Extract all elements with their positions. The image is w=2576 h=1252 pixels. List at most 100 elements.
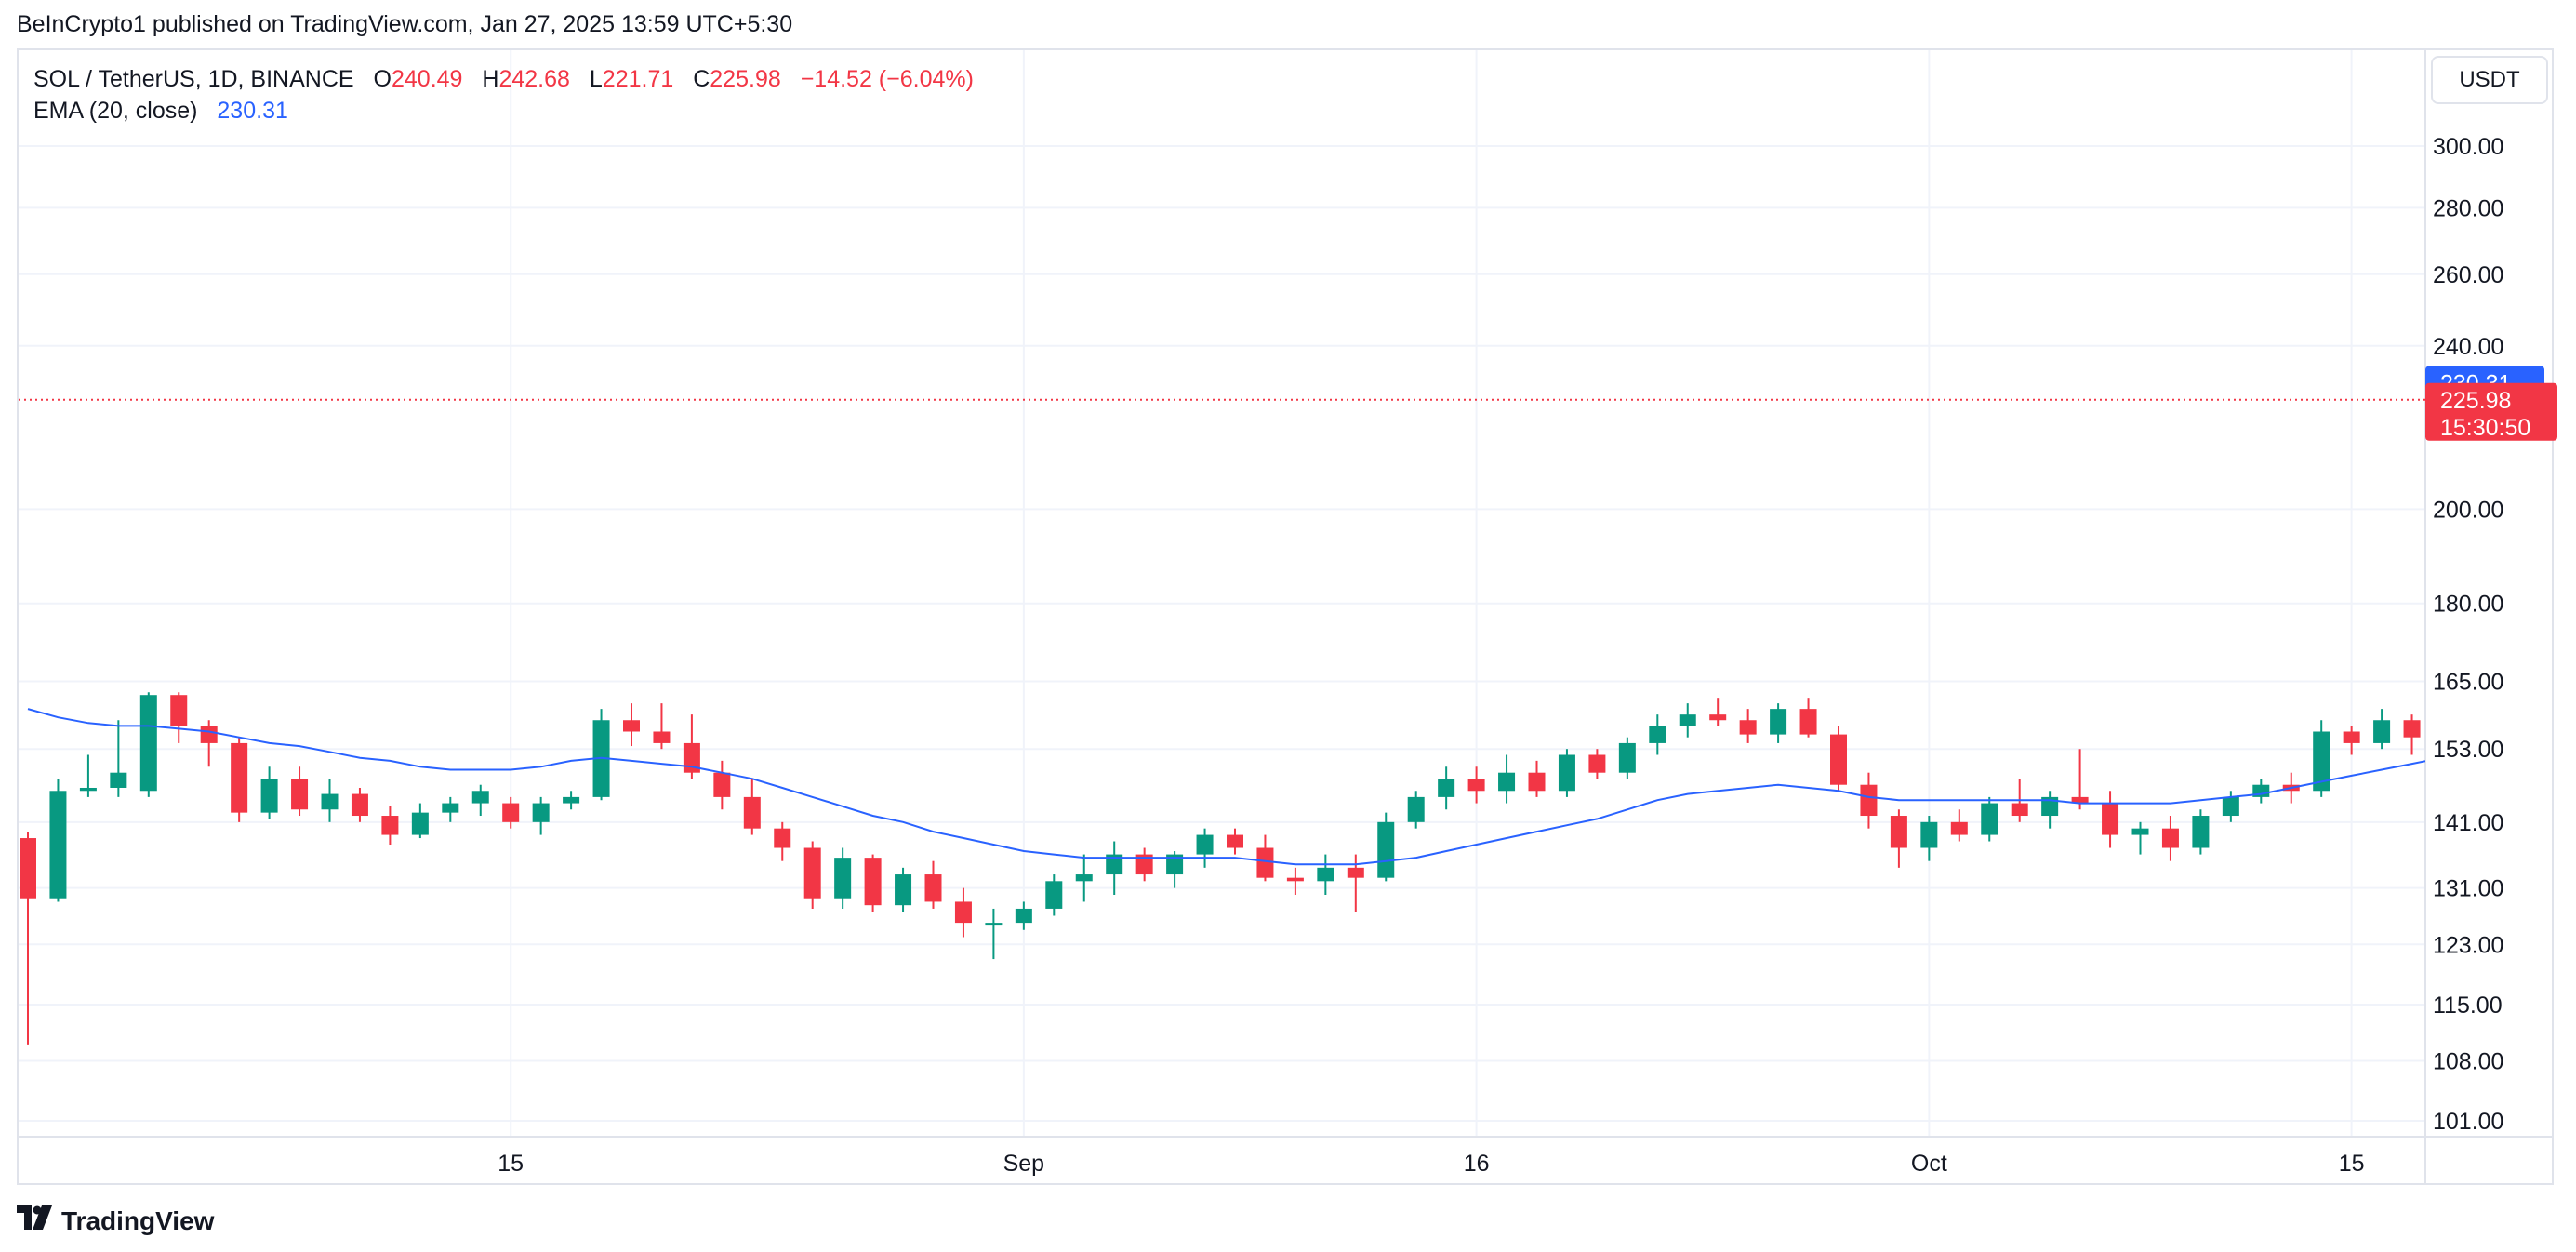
candle[interactable] xyxy=(1739,709,1757,743)
candle[interactable] xyxy=(2161,816,2179,861)
candle[interactable] xyxy=(2131,821,2149,855)
candle[interactable] xyxy=(774,821,791,861)
candle-body xyxy=(1377,821,1395,878)
candle-body xyxy=(2102,803,2119,835)
candle[interactable] xyxy=(1498,754,1516,804)
candle[interactable] xyxy=(1618,737,1636,779)
candle[interactable] xyxy=(321,779,339,822)
candle[interactable] xyxy=(110,720,127,797)
candle[interactable] xyxy=(2403,714,2421,755)
symbol-label[interactable]: SOL / TetherUS, 1D, BINANCE xyxy=(33,66,354,92)
candle[interactable] xyxy=(49,779,67,902)
candle[interactable] xyxy=(1075,854,1093,902)
candle[interactable] xyxy=(1558,749,1575,797)
candle[interactable] xyxy=(1649,714,1666,755)
candle[interactable] xyxy=(1166,851,1184,888)
candle[interactable] xyxy=(260,766,278,819)
candle[interactable] xyxy=(1830,726,1847,792)
candle[interactable] xyxy=(924,860,942,909)
candle[interactable] xyxy=(2192,809,2210,855)
candle[interactable] xyxy=(20,832,36,1045)
publisher-caption: BeInCrypto1 published on TradingView.com… xyxy=(17,11,793,37)
low-label: L xyxy=(589,66,603,92)
candle[interactable] xyxy=(231,737,248,822)
candle[interactable] xyxy=(200,720,218,767)
candle[interactable] xyxy=(1106,841,1123,896)
candle[interactable] xyxy=(954,887,972,938)
ema-legend-row[interactable]: EMA (20, close) 230.31 xyxy=(33,95,974,127)
candle[interactable] xyxy=(895,867,912,912)
open-value: 240.49 xyxy=(391,66,463,92)
candle[interactable] xyxy=(1679,703,1696,738)
candle-body xyxy=(351,793,368,817)
candle[interactable] xyxy=(532,796,550,835)
candle[interactable] xyxy=(803,841,821,909)
candle[interactable] xyxy=(1860,772,1878,829)
candle[interactable] xyxy=(834,847,852,909)
candle[interactable] xyxy=(563,791,580,810)
candle[interactable] xyxy=(864,854,882,912)
candle[interactable] xyxy=(1920,816,1938,861)
candle[interactable] xyxy=(2343,726,2360,755)
candle[interactable] xyxy=(1045,874,1063,916)
candle[interactable] xyxy=(2222,791,2239,822)
candle-body xyxy=(2313,731,2330,792)
candle[interactable] xyxy=(471,784,489,817)
candle-body xyxy=(2222,796,2239,817)
candle[interactable] xyxy=(1890,809,1907,868)
candle-body xyxy=(1649,726,1666,743)
candle[interactable] xyxy=(351,787,368,822)
candle[interactable] xyxy=(1770,703,1787,743)
candle[interactable] xyxy=(411,803,429,839)
currency-button[interactable]: USDT xyxy=(2431,56,2548,104)
candle[interactable] xyxy=(2041,791,2059,829)
candle[interactable] xyxy=(1407,791,1425,829)
candle[interactable] xyxy=(2524,676,2541,721)
candle[interactable] xyxy=(1196,828,1214,868)
candle[interactable] xyxy=(291,766,309,817)
candle[interactable] xyxy=(592,709,610,801)
candle[interactable] xyxy=(985,908,1003,960)
candle[interactable] xyxy=(1135,847,1153,882)
candle[interactable] xyxy=(1286,867,1304,896)
candle[interactable] xyxy=(1950,809,1968,842)
candle[interactable] xyxy=(2252,779,2270,804)
candle[interactable] xyxy=(139,692,157,797)
candle-body xyxy=(895,874,912,906)
tradingview-logo[interactable]: TradingView xyxy=(17,1205,214,1236)
candle[interactable] xyxy=(1588,749,1606,779)
candle[interactable] xyxy=(1467,766,1485,804)
candle[interactable] xyxy=(1317,854,1334,896)
candle-body xyxy=(924,874,942,902)
candle-body xyxy=(1196,834,1214,855)
candle[interactable] xyxy=(713,760,731,810)
candle[interactable] xyxy=(1799,698,1817,738)
high-value: 242.68 xyxy=(498,66,570,92)
candle[interactable] xyxy=(1015,901,1032,930)
candle[interactable] xyxy=(170,692,188,743)
candle[interactable] xyxy=(381,806,399,846)
candle[interactable] xyxy=(502,796,520,829)
candle[interactable] xyxy=(653,703,671,750)
candle[interactable] xyxy=(2071,749,2089,810)
candle[interactable] xyxy=(442,796,459,822)
candle[interactable] xyxy=(1377,812,1395,882)
candle[interactable] xyxy=(2373,709,2391,750)
candle[interactable] xyxy=(683,714,700,779)
candle[interactable] xyxy=(1981,796,1998,842)
candle-body xyxy=(502,803,520,822)
candle[interactable] xyxy=(1528,760,1546,797)
candle[interactable] xyxy=(623,703,640,747)
candle[interactable] xyxy=(1256,834,1274,882)
y-tick-label: 260.00 xyxy=(2433,262,2503,288)
candle[interactable] xyxy=(1709,698,1727,726)
candle[interactable] xyxy=(2313,720,2330,797)
candle[interactable] xyxy=(79,754,97,797)
candle[interactable] xyxy=(1438,766,1455,810)
candle[interactable] xyxy=(2555,665,2571,720)
candle[interactable] xyxy=(1227,828,1243,855)
y-tick-label: 108.00 xyxy=(2433,1048,2503,1074)
candle[interactable] xyxy=(2102,791,2119,848)
candle[interactable] xyxy=(743,779,761,835)
